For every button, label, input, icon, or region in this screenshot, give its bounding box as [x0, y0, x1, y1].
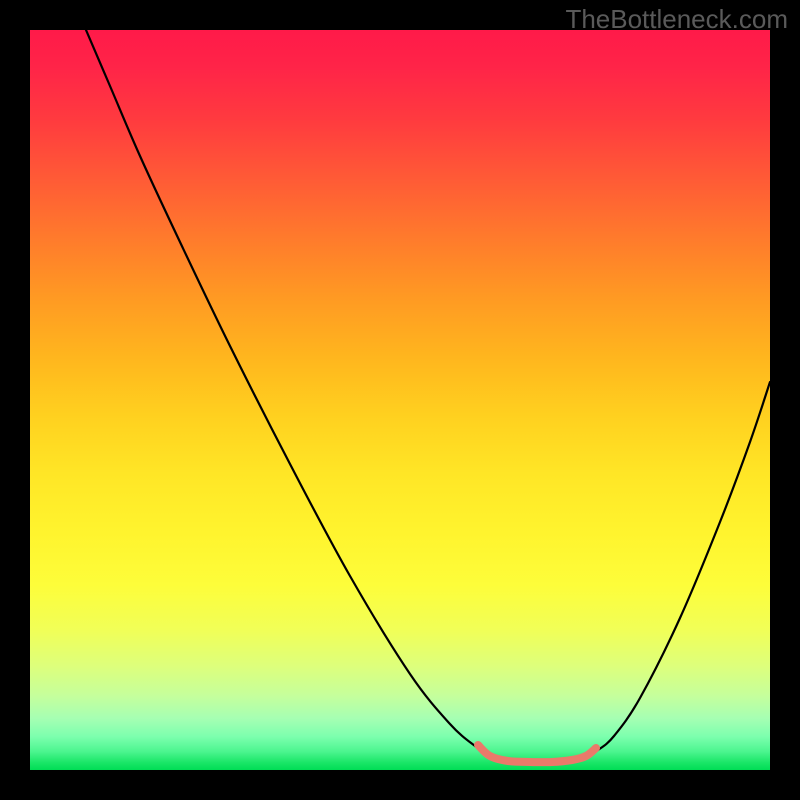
chart-frame: TheBottleneck.com	[0, 0, 800, 800]
plot-area	[30, 30, 770, 770]
chart-svg	[30, 30, 770, 770]
